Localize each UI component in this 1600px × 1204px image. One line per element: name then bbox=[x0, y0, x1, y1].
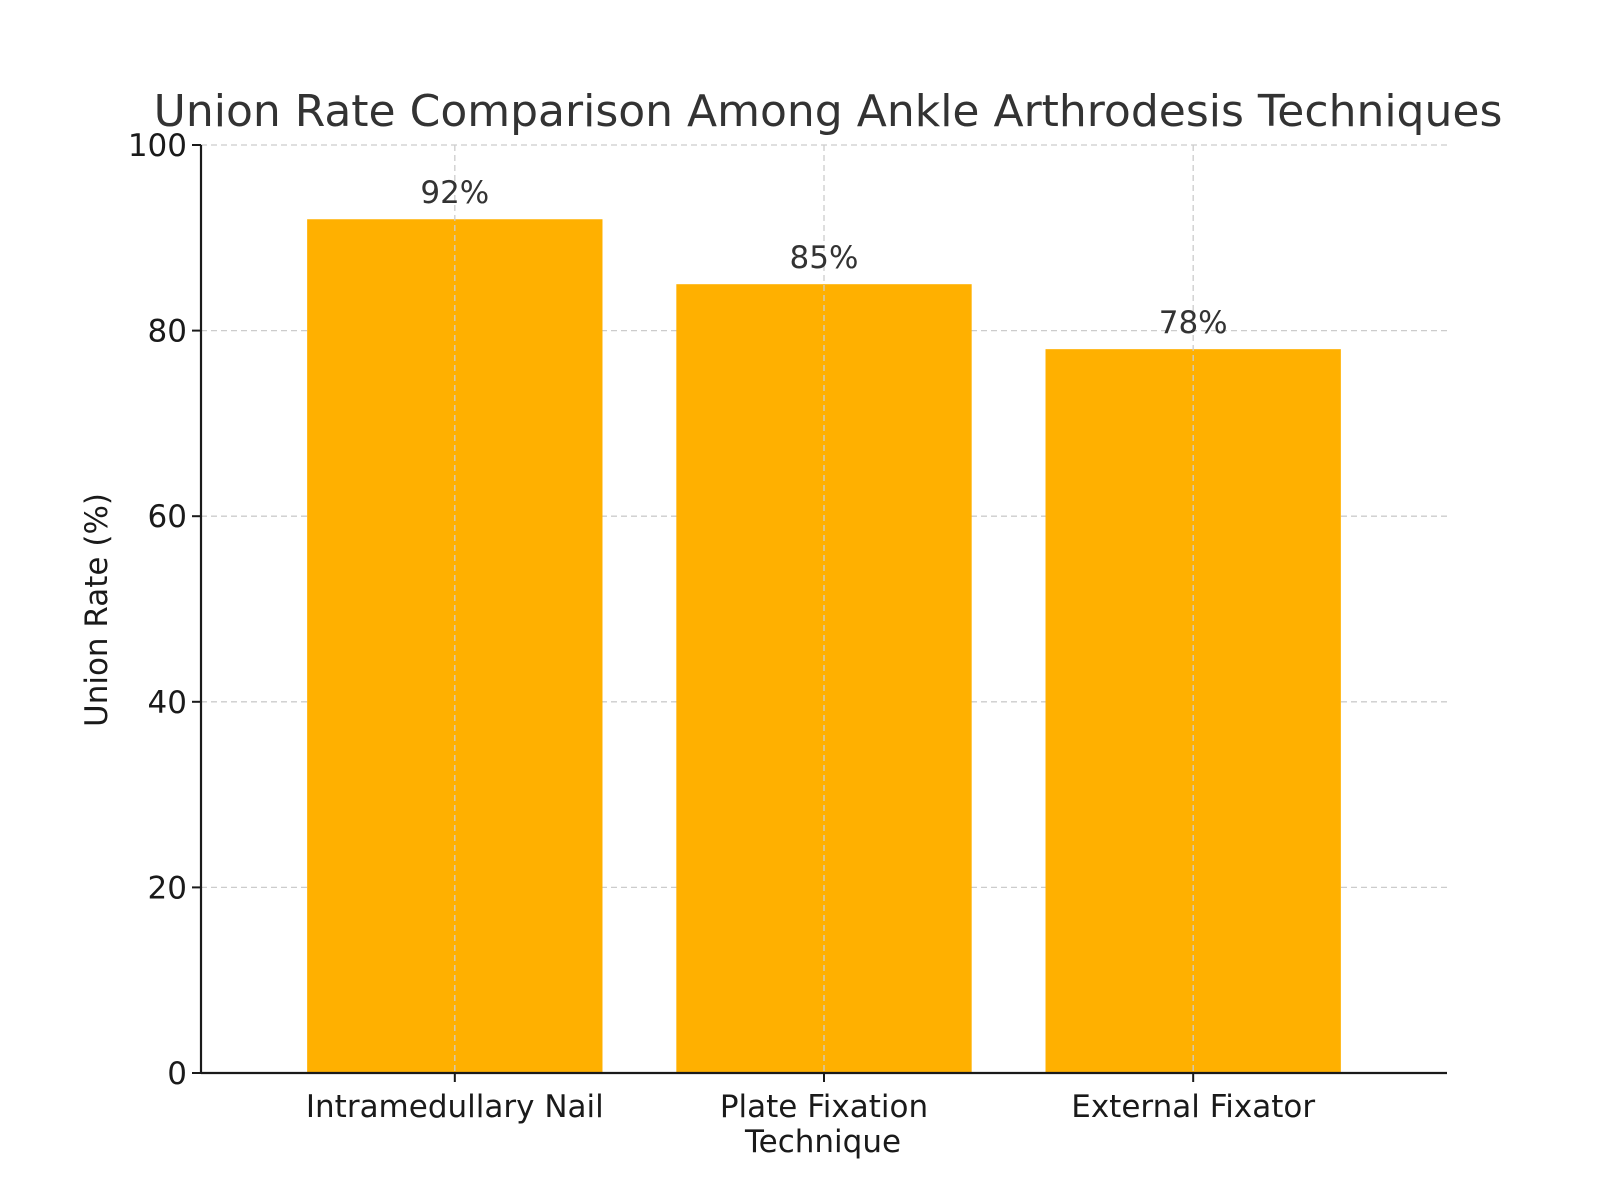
x-tick-label: Intramedullary Nail bbox=[306, 1089, 604, 1125]
y-axis-label: Union Rate (%) bbox=[79, 493, 115, 727]
x-axis-label: Technique bbox=[744, 1124, 901, 1160]
y-tick-label: 100 bbox=[128, 128, 187, 164]
y-tick-label: 0 bbox=[167, 1056, 187, 1092]
y-tick-label: 80 bbox=[148, 314, 187, 350]
y-ticks: 0 20 40 60 80 100 bbox=[128, 128, 201, 1092]
data-labels: 92% 85% 78% bbox=[420, 175, 1227, 341]
vertical-grid-lines bbox=[454, 145, 1194, 1073]
y-tick-label: 20 bbox=[148, 870, 187, 906]
x-tick-label: External Fixator bbox=[1071, 1089, 1315, 1125]
y-tick-label: 60 bbox=[148, 499, 187, 535]
y-tick-label: 40 bbox=[148, 685, 187, 721]
x-ticks: Intramedullary Nail Plate Fixation Externa… bbox=[306, 1073, 1315, 1125]
bar-value-label: 85% bbox=[790, 240, 859, 276]
x-tick-label: Plate Fixation bbox=[720, 1089, 928, 1125]
bar-value-label: 92% bbox=[420, 175, 489, 211]
chart-title: Union Rate Comparison Among Ankle Arthro… bbox=[154, 86, 1503, 137]
bar-value-label: 78% bbox=[1159, 305, 1228, 341]
